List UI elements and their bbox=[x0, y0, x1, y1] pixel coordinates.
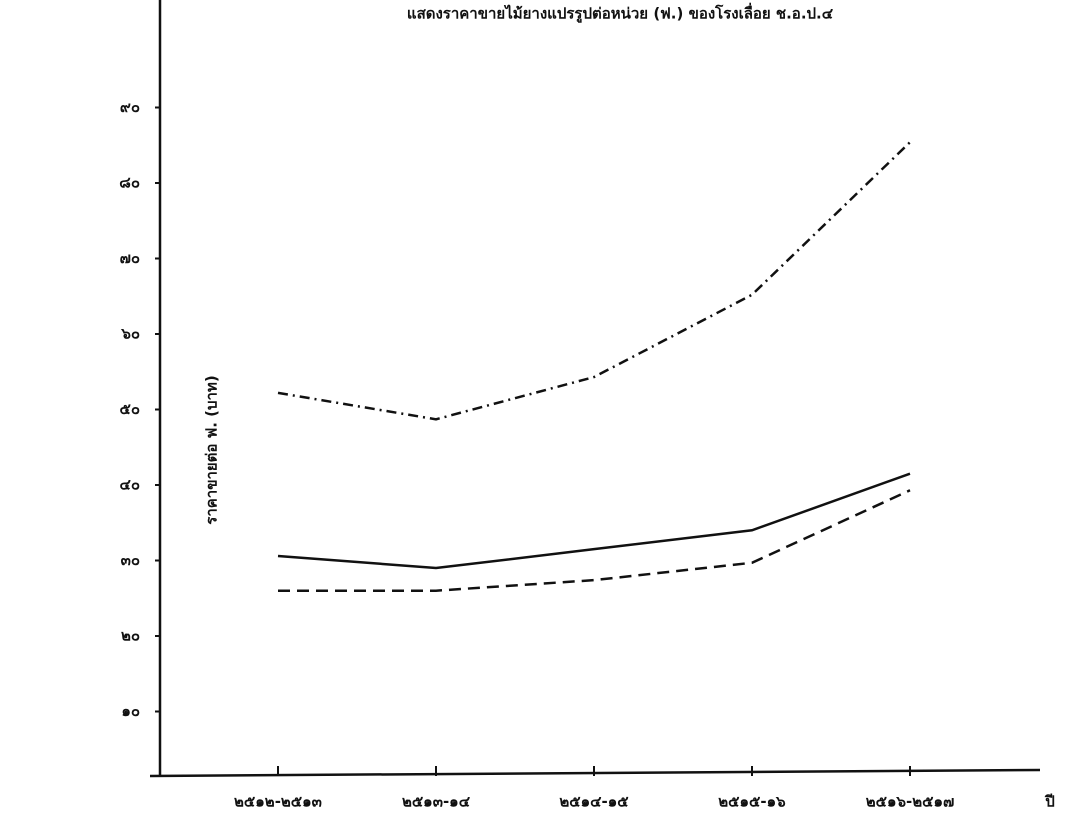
x-tick-label: ๒๕๑๖-๒๕๑๗ bbox=[866, 793, 955, 811]
chart-title: แสดงราคาขายไม้ยางแปรรูปต่อหน่วย (ฟ.) ของ… bbox=[407, 3, 834, 24]
y-tick-label: ๕๐ bbox=[119, 400, 140, 418]
y-tick-label: ๖๐ bbox=[120, 325, 140, 343]
series-line bbox=[278, 489, 911, 592]
x-tick-label: ๒๕๑๓-๑๔ bbox=[402, 793, 471, 811]
y-tick-label: ๓๐ bbox=[121, 551, 140, 569]
x-tick-label: ๒๕๑๕-๑๖ bbox=[718, 793, 786, 811]
x-axis-label: ปี bbox=[1044, 793, 1054, 811]
x-tick-label: ๒๕๑๒-๒๕๑๓ bbox=[234, 793, 322, 811]
x-tick-label: ๒๕๑๔-๑๕ bbox=[559, 793, 629, 811]
y-axis-label: ราคาขายต่อ ฟ. (บาท) bbox=[203, 375, 221, 524]
series-line bbox=[277, 141, 911, 421]
y-tick-label: ๑๐ bbox=[121, 702, 140, 720]
y-tick-label: ๒๐ bbox=[121, 627, 140, 645]
series-line bbox=[277, 472, 911, 570]
y-tick-label: ๘๐ bbox=[119, 174, 140, 192]
y-tick-label: ๗๐ bbox=[120, 249, 140, 267]
y-tick-label: ๙๐ bbox=[120, 98, 140, 116]
y-tick-label: ๔๐ bbox=[119, 476, 140, 494]
